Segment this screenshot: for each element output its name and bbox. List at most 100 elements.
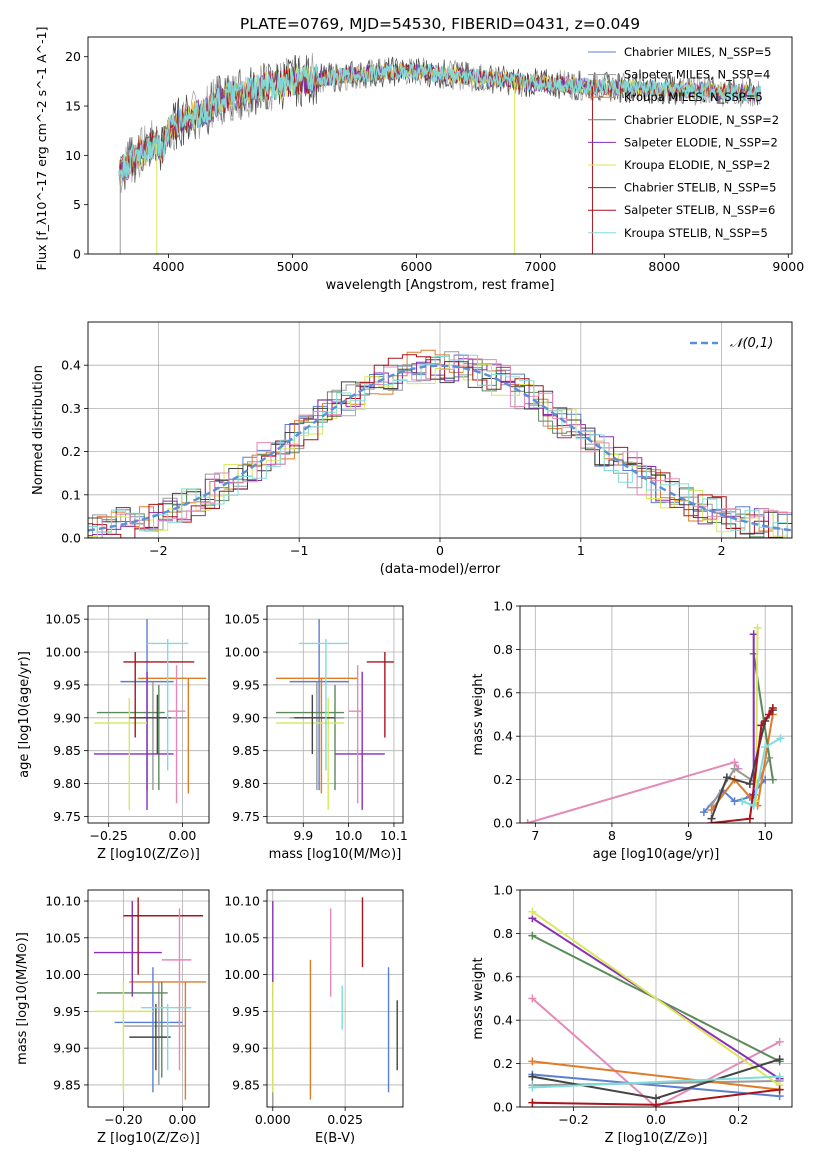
plus-marker <box>699 808 708 817</box>
plus-marker <box>749 630 758 639</box>
spectrum-lines <box>118 52 762 254</box>
chart-title: PLATE=0769, MJD=54530, FIBERID=0431, z=0… <box>240 15 640 33</box>
gaussian-curve <box>88 364 792 532</box>
x-tick-label: 0.00 <box>169 828 197 843</box>
histogram-pink <box>88 355 792 538</box>
y-tick-label: 10.05 <box>224 612 260 627</box>
plus-marker <box>528 1057 537 1066</box>
age_vs_z-ylabel: age [log10(age/yr)] <box>17 651 32 778</box>
x-tick-label: 0.2 <box>728 1112 748 1127</box>
errorbar-point <box>298 638 349 771</box>
residuals-axes: −2 −1 0 1 2 0.0 0.1 0.2 0.3 0.4 <box>61 321 793 558</box>
x-tick-label: −0.25 <box>90 828 128 843</box>
plus-marker <box>776 734 785 743</box>
plus-marker <box>775 1072 784 1081</box>
plus-marker <box>523 819 532 823</box>
plus-marker <box>768 775 777 784</box>
y-tick-label: 9.90 <box>53 1041 81 1056</box>
residuals-ylabel: Normed distribution <box>31 365 46 495</box>
plus-marker <box>652 1100 660 1107</box>
y-tick-label: 0.0 <box>61 531 81 546</box>
histogram-salpeter-stelib <box>88 354 792 538</box>
x-tick-label: 10.1 <box>380 828 408 843</box>
y-tick-label: 9.95 <box>53 1004 81 1019</box>
y-tick-label: 15 <box>65 99 81 114</box>
plot-frame <box>87 889 210 1108</box>
y-tick-label: 0.2 <box>493 772 513 787</box>
plot-frame <box>87 321 793 539</box>
plus-marker <box>528 931 537 940</box>
plus-marker <box>730 797 739 806</box>
plus-marker <box>775 1037 784 1046</box>
errorbar-point <box>93 981 153 1093</box>
y-tick-label: 10.00 <box>45 967 81 982</box>
weight_vs_age-axes: 7 8 9 10 0.0 0.2 0.4 0.6 0.8 1.0 <box>493 599 793 843</box>
errorbar-point <box>366 652 394 738</box>
age_vs_mass-points <box>276 619 394 810</box>
residual-legend: 𝒩(0,1) <box>690 336 773 351</box>
errorbar-point <box>335 671 385 810</box>
plus-marker <box>528 1083 537 1092</box>
legend-label: Kroupa STELIB, N_SSP=5 <box>624 226 768 240</box>
y-tick-label: 9.80 <box>232 776 260 791</box>
plus-marker <box>768 703 777 712</box>
errorbar-point <box>123 652 195 738</box>
y-tick-label: 10.00 <box>224 645 260 660</box>
y-tick-label: 9.85 <box>53 743 81 758</box>
x-tick-label: 8 <box>608 828 616 843</box>
y-tick-label: 0 <box>73 247 81 262</box>
legend-label: Salpeter MILES, N_SSP=4 <box>624 68 770 82</box>
legend-label: 𝒩(0,1) <box>730 336 773 351</box>
weight_vs_z-axes: −0.2 0.0 0.2 0.0 0.2 0.4 0.6 0.8 1.0 <box>493 883 793 1127</box>
spectrum-ylabel: Flux [f_λ10^-17 erg cm^-2 s^-1 A^-1] <box>34 27 49 271</box>
weight-line-kroupa-miles <box>532 1060 780 1091</box>
x-tick-label: 1 <box>577 543 585 558</box>
y-tick-label: 9.95 <box>232 1004 260 1019</box>
y-tick-label: 9.90 <box>232 1041 260 1056</box>
weight_vs_z-ylabel: mass weight <box>471 957 486 1039</box>
x-tick-label: 4000 <box>153 259 185 274</box>
plus-marker <box>738 797 747 806</box>
weight-line-chabrier-miles <box>532 1073 780 1098</box>
plus-marker <box>528 907 537 916</box>
plus-marker <box>745 814 754 823</box>
errorbar-point <box>93 671 174 810</box>
plus-marker <box>775 1055 784 1064</box>
weight_vs_age-ylabel: mass weight <box>471 673 486 755</box>
x-tick-label: 10 <box>757 828 773 843</box>
x-tick-label: 2 <box>718 543 726 558</box>
errorbar-point <box>348 665 363 804</box>
x-tick-label: 7 <box>531 828 539 843</box>
legend-label: Salpeter STELIB, N_SSP=6 <box>624 203 775 217</box>
plot-frame <box>519 889 793 1108</box>
y-tick-label: 1.0 <box>493 599 513 614</box>
errorbar-point <box>276 677 358 794</box>
plot-frame <box>266 889 404 1108</box>
errorbar-point <box>129 981 207 1100</box>
y-tick-label: 0.4 <box>493 729 513 744</box>
plus-marker <box>757 721 766 730</box>
y-tick-label: 0.3 <box>61 401 81 416</box>
errorbar-point <box>161 908 192 1071</box>
weight-line-kroupa-miles <box>710 714 774 811</box>
y-tick-label: 10.05 <box>45 612 81 627</box>
plus-marker <box>765 710 774 719</box>
errorbar-point <box>289 619 349 791</box>
plot-frame <box>266 605 404 824</box>
errorbar-point <box>114 967 183 1093</box>
y-tick-label: 9.85 <box>232 743 260 758</box>
mass_vs_z-xlabel: Z [log10(Z/Z⊙)] <box>97 1131 200 1146</box>
errorbar-point <box>138 681 187 791</box>
legend-label: Kroupa ELODIE, N_SSP=2 <box>624 158 770 172</box>
weight_vs_z-lines <box>528 907 784 1107</box>
y-tick-label: 9.85 <box>53 1077 81 1092</box>
errorbar-point <box>129 694 171 754</box>
y-tick-label: 9.90 <box>53 710 81 725</box>
x-tick-label: 9.9 <box>293 828 313 843</box>
errorbar-point <box>276 684 345 791</box>
plus-marker <box>707 819 716 823</box>
y-tick-label: 10.00 <box>45 645 81 660</box>
y-tick-label: 0.2 <box>493 1056 513 1071</box>
weight-line-pink <box>531 997 781 1107</box>
y-tick-label: 0.6 <box>493 685 513 700</box>
